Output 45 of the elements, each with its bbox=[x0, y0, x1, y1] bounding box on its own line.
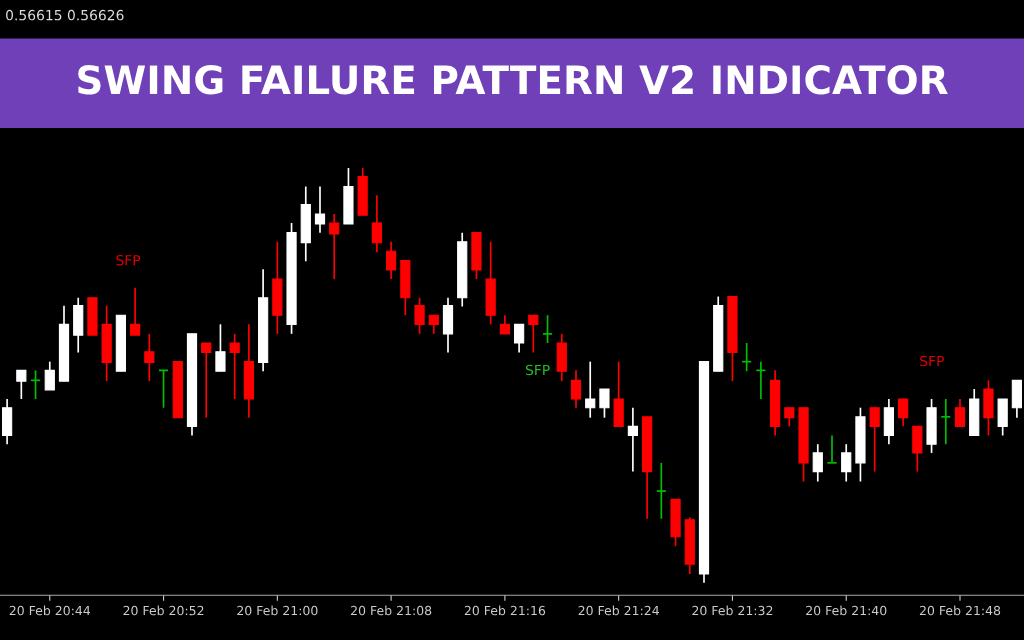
candlestick bbox=[627, 406, 638, 473]
candlestick bbox=[528, 314, 539, 354]
x-tick-label: 20 Feb 21:48 bbox=[919, 605, 1001, 616]
x-tick-label: 20 Feb 21:32 bbox=[692, 605, 773, 616]
x-tick-label: 20 Feb 21:08 bbox=[351, 605, 432, 616]
candlestick bbox=[144, 333, 155, 382]
annotation: SFP bbox=[525, 364, 550, 376]
candlestick bbox=[570, 369, 582, 409]
candlestick bbox=[414, 296, 425, 335]
candlestick bbox=[314, 185, 326, 234]
annotation: SFP bbox=[116, 254, 141, 266]
candlestick bbox=[784, 406, 795, 428]
x-tick-label: 20 Feb 20:44 bbox=[9, 605, 91, 616]
candlestick bbox=[329, 213, 340, 280]
x-tick-label: 20 Feb 21:24 bbox=[578, 605, 659, 616]
candlestick bbox=[869, 406, 880, 473]
candlestick bbox=[542, 314, 553, 344]
candlestick bbox=[130, 286, 141, 336]
candlestick bbox=[386, 240, 397, 280]
text: 0.56615 0.56626 bbox=[6, 9, 124, 21]
candlestick bbox=[201, 342, 212, 419]
x-tick-label: 20 Feb 20:52 bbox=[123, 605, 204, 616]
candlestick bbox=[30, 369, 41, 400]
candlestick bbox=[585, 360, 596, 419]
annotation: SFP bbox=[920, 355, 944, 367]
candlestick bbox=[499, 314, 510, 335]
candlestick bbox=[655, 462, 667, 520]
candlestick bbox=[841, 443, 852, 483]
candlestick bbox=[954, 398, 966, 428]
candlestick bbox=[16, 369, 27, 400]
chart-title: SWING FAILURE PATTERN V2 INDICATOR bbox=[78, 65, 948, 95]
candlestick bbox=[229, 333, 240, 400]
candlestick bbox=[826, 434, 838, 464]
candlestick bbox=[44, 360, 55, 391]
candlestick bbox=[428, 314, 439, 335]
x-tick-label: 20 Feb 21:00 bbox=[237, 605, 318, 616]
candlestick bbox=[898, 398, 909, 428]
candlestick bbox=[215, 323, 226, 373]
candlestick bbox=[812, 443, 823, 483]
candlestick bbox=[940, 398, 952, 446]
candlestick bbox=[514, 323, 525, 354]
candlestick bbox=[599, 388, 610, 419]
x-tick-label: 20 Feb 21:16 bbox=[464, 605, 546, 616]
candlestick bbox=[371, 194, 382, 253]
x-tick-label: 20 Feb 21:40 bbox=[806, 605, 887, 616]
